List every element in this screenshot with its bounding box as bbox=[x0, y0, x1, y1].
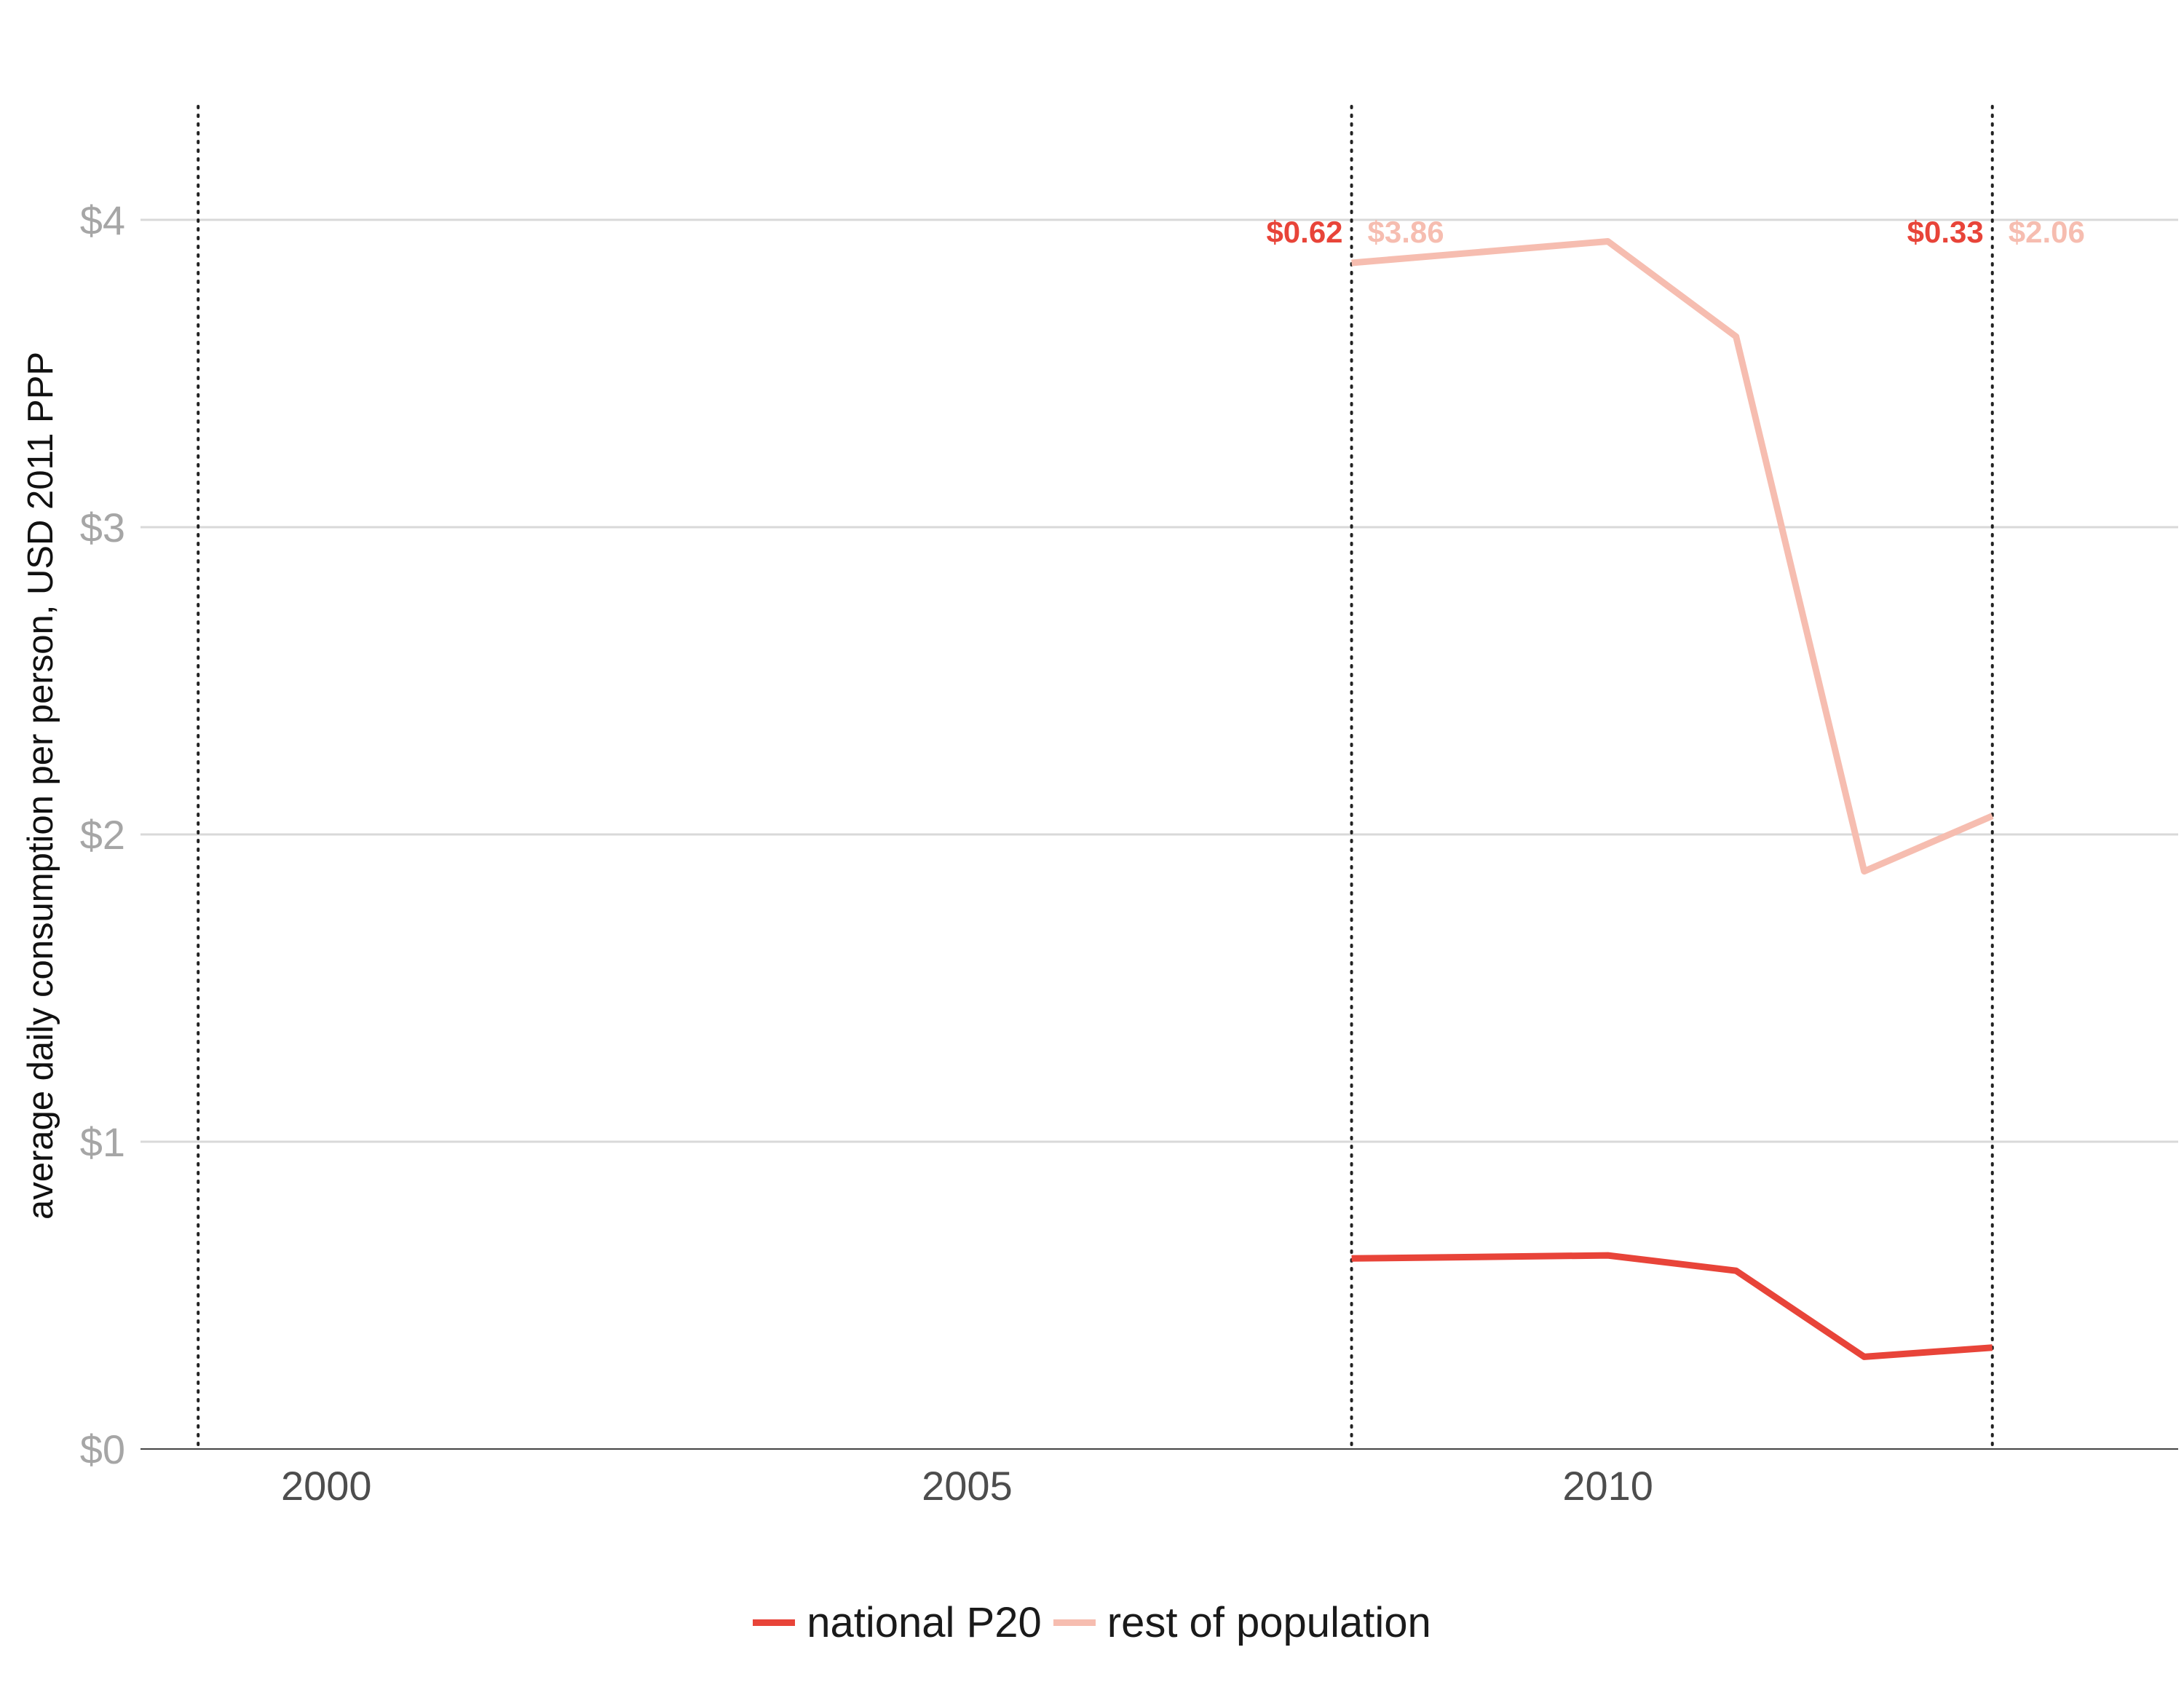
legend: national P20 rest of population bbox=[0, 1598, 2184, 1647]
y-tick-label: $2 bbox=[80, 812, 125, 858]
series-line-rest-of-population bbox=[1351, 238, 1994, 875]
y-axis-label: average daily consumption per person, US… bbox=[21, 352, 60, 1220]
y-axis-ticks: $0 $1 $2 $3 $4 bbox=[80, 197, 125, 1472]
value-label: $0.62 bbox=[1266, 215, 1342, 249]
y-tick-label: $0 bbox=[80, 1426, 125, 1472]
value-label: $0.33 bbox=[1907, 215, 1984, 249]
gridlines bbox=[141, 218, 2178, 1143]
legend-item-national-p20: national P20 bbox=[753, 1598, 1042, 1647]
value-label: $2.06 bbox=[2009, 215, 2085, 249]
legend-swatch-national-p20 bbox=[753, 1619, 796, 1626]
value-label: $3.86 bbox=[1368, 215, 1444, 249]
x-tick-label: 2010 bbox=[1562, 1463, 1653, 1509]
x-axis-ticks: 2000 2005 2010 bbox=[281, 1463, 1653, 1509]
legend-item-rest-of-population: rest of population bbox=[1053, 1598, 1431, 1647]
series-lines bbox=[1351, 238, 1994, 1360]
legend-label-rest-of-population: rest of population bbox=[1107, 1599, 1431, 1646]
series-line-national-p20 bbox=[1351, 1252, 1993, 1360]
legend-swatch-rest-of-population bbox=[1053, 1619, 1096, 1626]
x-tick-label: 2005 bbox=[922, 1463, 1013, 1509]
x-tick-label: 2000 bbox=[281, 1463, 372, 1509]
y-tick-label: $3 bbox=[80, 505, 125, 550]
legend-label-national-p20: national P20 bbox=[807, 1599, 1042, 1646]
y-tick-label: $1 bbox=[80, 1119, 125, 1165]
reference-lines bbox=[197, 105, 1994, 1450]
annotations: $0.62 $3.86 $0.33 $2.06 bbox=[1266, 215, 2084, 249]
y-tick-label: $4 bbox=[80, 197, 125, 243]
